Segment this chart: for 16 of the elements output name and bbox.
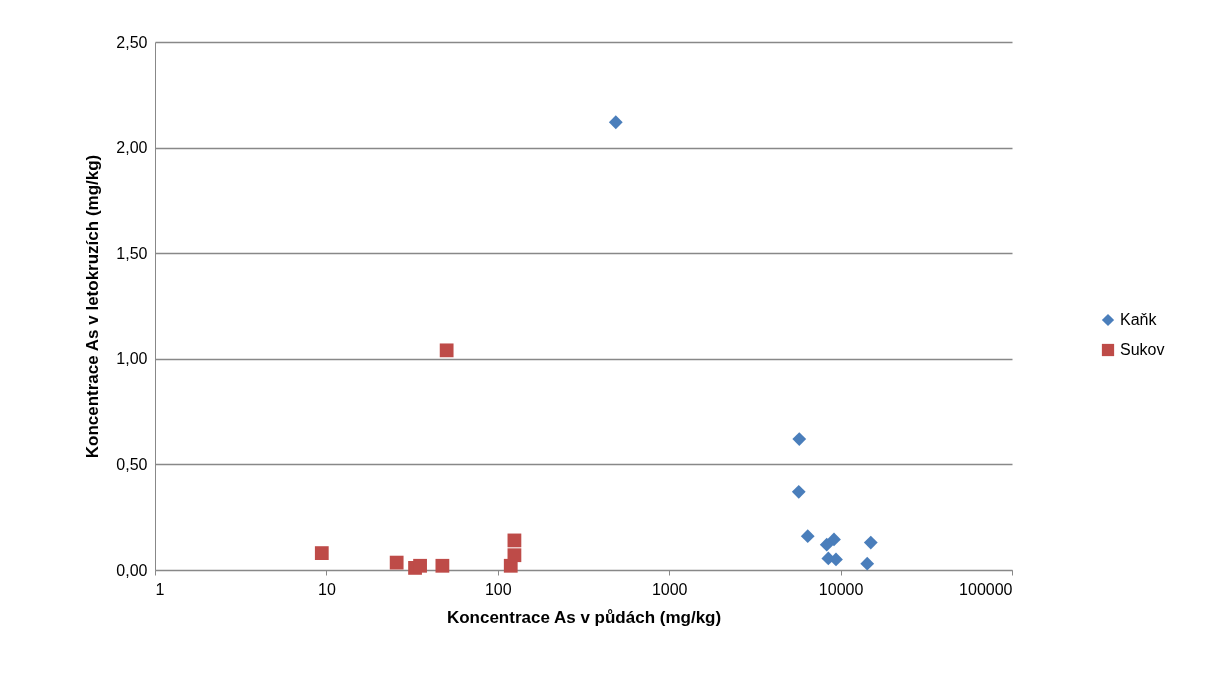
y-axis-title: Koncentrace As v letokruzích (mg/kg) [83,154,103,459]
x-tick-label: 100 [484,580,512,598]
legend-label: Sukov [1120,341,1165,358]
x-tick-label: 1000 [651,580,688,598]
y-tick-label: 0,50 [116,455,148,473]
y-tick-label: 1,00 [116,350,148,368]
x-axis-title: Koncentrace As v půdách (mg/kg) [446,607,722,627]
x-tick-label: 1 [155,580,165,598]
y-tick-label: 2,00 [116,139,148,157]
y-tick-label: 2,50 [116,33,148,51]
x-tick-label: 100000 [959,580,1013,598]
y-tick-label: 1,50 [116,244,148,262]
x-tick-label: 10000 [818,580,864,598]
y-tick-label: 0,00 [116,561,148,579]
legend-label: Kaňk [1120,311,1158,328]
x-tick-label: 10 [318,580,336,598]
